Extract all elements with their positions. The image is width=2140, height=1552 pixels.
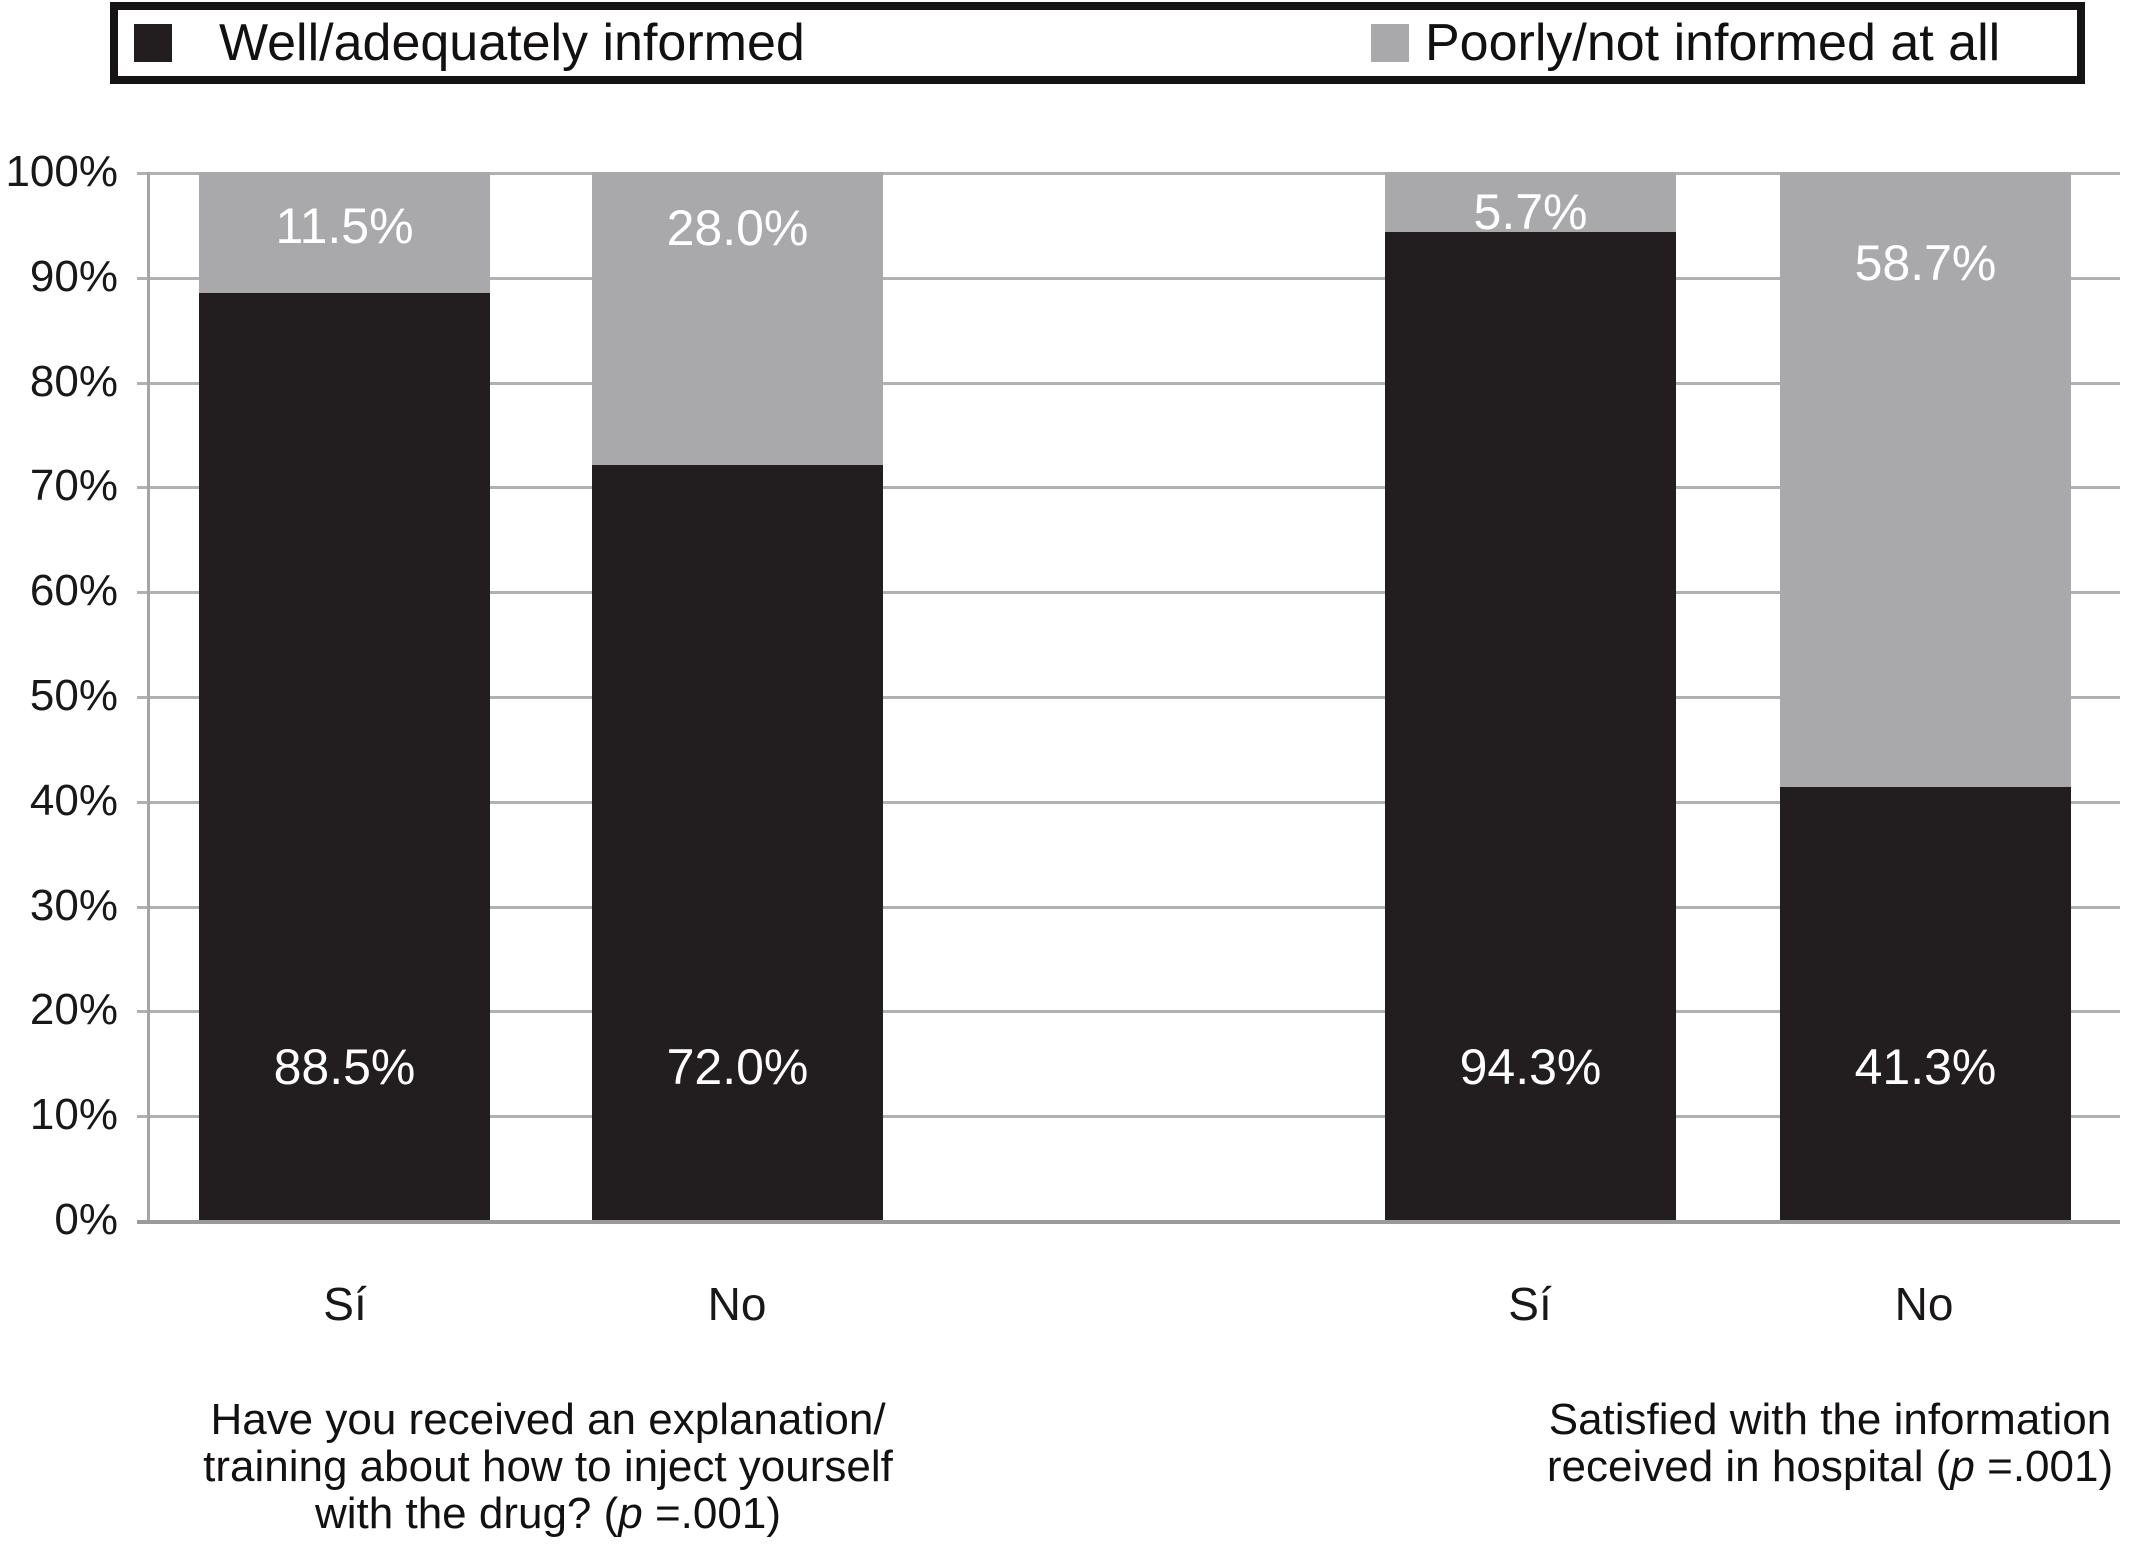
legend-item-poorly-informed: Poorly/not informed at all [1371, 10, 2000, 76]
y-tick-label: 80% [29, 357, 118, 406]
caption-line: Have you received an explanation/ [210, 1395, 886, 1444]
legend-label: Poorly/not informed at all [1425, 14, 2001, 72]
caption-line: Satisfied with the information [1548, 1395, 2112, 1444]
gridline [137, 1115, 2120, 1118]
bar-group1-si: 11.5% 88.5% [199, 172, 490, 1220]
segment-well-informed [199, 292, 490, 1220]
value-label-light: 28.0% [666, 200, 809, 256]
value-label-dark: 88.5% [273, 1039, 416, 1095]
x-tick-group2-si: Sí [1508, 1278, 1552, 1330]
segment-well-informed [1780, 787, 2071, 1220]
group2-caption: Satisfied with the information received … [1450, 1396, 2140, 1490]
p-value-symbol: p [618, 1489, 643, 1538]
gridline [137, 906, 2120, 909]
legend-item-well-informed: Well/adequately informed [134, 10, 805, 76]
gridline [137, 486, 2120, 489]
p-value-symbol: p [1950, 1442, 1975, 1491]
legend-swatch-light-icon [1371, 24, 1409, 62]
x-tick-group1-no: No [707, 1278, 767, 1330]
group1-caption: Have you received an explanation/ traini… [148, 1396, 948, 1537]
caption-line: training about how to inject yourself [203, 1442, 893, 1491]
segment-poorly-informed [1780, 172, 2071, 788]
y-tick-label: 30% [29, 881, 118, 930]
x-tick-group2-no: No [1894, 1278, 1954, 1330]
value-label-light: 5.7% [1473, 184, 1588, 240]
gridline [137, 1220, 2120, 1224]
gridline [137, 172, 2120, 175]
caption-line: received in hospital (p =.001) [1546, 1442, 2114, 1491]
gridline [137, 801, 2120, 804]
y-tick-label: 40% [29, 776, 118, 825]
y-tick-label: 20% [29, 985, 118, 1034]
y-tick-label: 0% [54, 1195, 118, 1244]
legend-label: Well/adequately informed [219, 14, 805, 72]
gridline [137, 382, 2120, 385]
legend-swatch-dark-icon [134, 24, 172, 62]
segment-poorly-informed [592, 172, 883, 466]
gridline [137, 277, 2120, 280]
y-tick-label: 70% [29, 461, 118, 510]
value-label-dark: 72.0% [666, 1039, 809, 1095]
segment-well-informed [592, 465, 883, 1220]
bar-group2-si: 5.7% 94.3% [1385, 172, 1676, 1220]
y-tick-label: 10% [29, 1090, 118, 1139]
gridline [137, 1010, 2120, 1013]
segment-poorly-informed [1385, 172, 1676, 232]
y-tick-label: 60% [29, 566, 118, 615]
value-label-light: 11.5% [275, 198, 414, 254]
caption-line: with the drug? (p =.001) [315, 1489, 781, 1538]
y-axis-line [147, 172, 150, 1224]
y-tick-label: 100% [5, 147, 118, 196]
x-tick-group1-si: Sí [323, 1278, 367, 1330]
segment-well-informed [1385, 231, 1676, 1220]
value-label-dark: 94.3% [1459, 1039, 1602, 1095]
gridline [137, 696, 2120, 699]
legend-box: Well/adequately informed Poorly/not info… [110, 2, 2085, 84]
bar-group2-no: 58.7% 41.3% [1780, 172, 2071, 1220]
plot-area: 11.5% 88.5% 28.0% 72.0% 5.7% 94.3% 58.7%… [137, 172, 2120, 1224]
value-label-light: 58.7% [1854, 235, 1997, 291]
y-tick-label: 90% [29, 252, 118, 301]
segment-poorly-informed [199, 172, 490, 293]
bar-group1-no: 28.0% 72.0% [592, 172, 883, 1220]
gridline [137, 591, 2120, 594]
value-label-dark: 41.3% [1854, 1039, 1997, 1095]
y-tick-label: 50% [29, 671, 118, 720]
